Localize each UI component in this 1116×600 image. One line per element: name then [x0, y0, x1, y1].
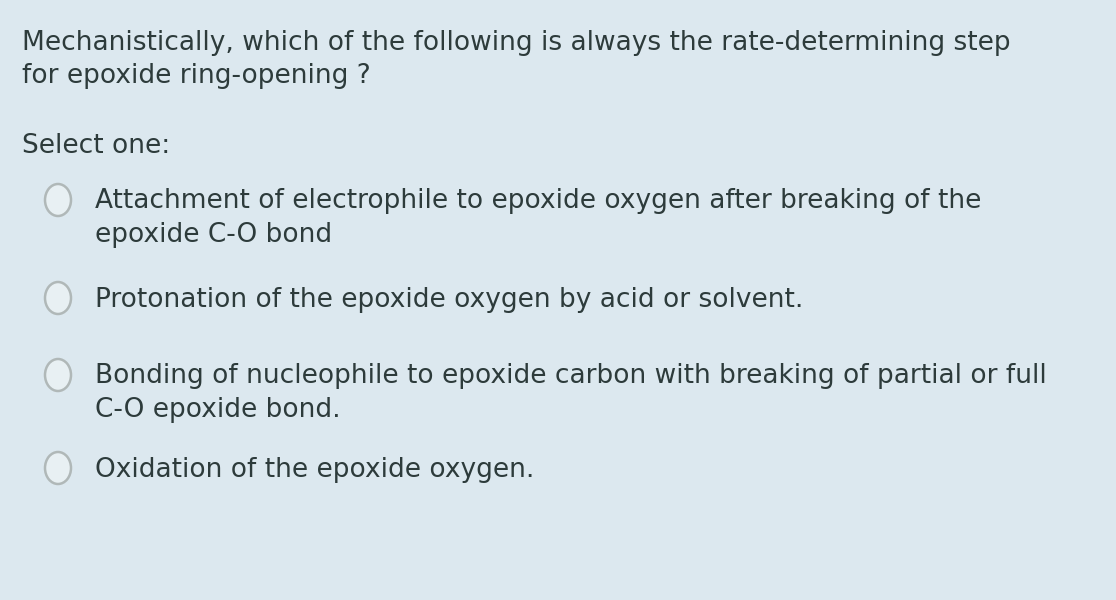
Ellipse shape	[45, 282, 71, 314]
Ellipse shape	[45, 452, 71, 484]
Text: Select one:: Select one:	[22, 133, 171, 159]
Text: Bonding of nucleophile to epoxide carbon with breaking of partial or full: Bonding of nucleophile to epoxide carbon…	[95, 363, 1047, 389]
Text: epoxide C-O bond: epoxide C-O bond	[95, 222, 333, 248]
Text: Protonation of the epoxide oxygen by acid or solvent.: Protonation of the epoxide oxygen by aci…	[95, 287, 804, 313]
Text: for epoxide ring-opening ?: for epoxide ring-opening ?	[22, 63, 371, 89]
Text: Oxidation of the epoxide oxygen.: Oxidation of the epoxide oxygen.	[95, 457, 535, 483]
Text: Attachment of electrophile to epoxide oxygen after breaking of the: Attachment of electrophile to epoxide ox…	[95, 188, 981, 214]
Text: C-O epoxide bond.: C-O epoxide bond.	[95, 397, 340, 423]
Text: Mechanistically, which of the following is always the rate-determining step: Mechanistically, which of the following …	[22, 30, 1011, 56]
Ellipse shape	[45, 359, 71, 391]
Ellipse shape	[45, 184, 71, 216]
